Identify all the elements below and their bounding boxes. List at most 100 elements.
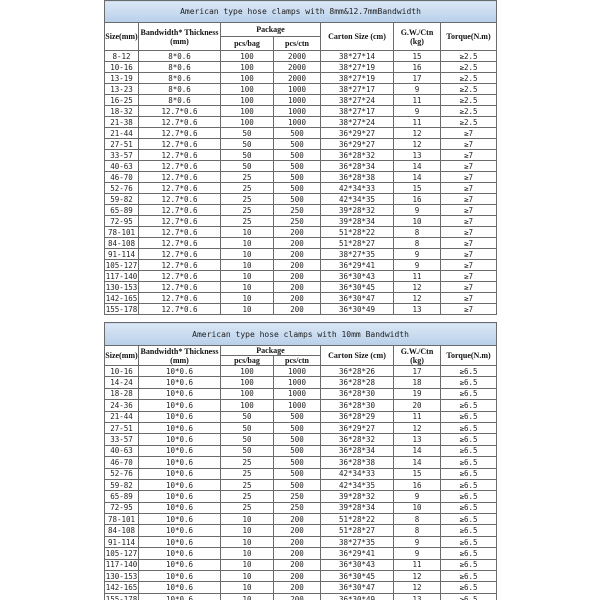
cell: 38*27*35: [320, 535, 394, 549]
cell: 200: [273, 547, 321, 560]
cell: 12.7*0.6: [138, 149, 221, 161]
cell: 200: [273, 581, 321, 594]
cell: 10*0.6: [138, 513, 221, 526]
cell: 12: [393, 127, 441, 139]
cell: ≥6.5: [439, 364, 498, 378]
bandwidth-header-unit: (mm): [170, 36, 189, 46]
data-row: 72-95 10*0.6 25 250 39*28*34 10 ≥6.5: [104, 501, 498, 515]
cell: 51*28*22: [320, 226, 394, 238]
cell: 9: [393, 204, 441, 216]
cell: 16: [393, 478, 441, 492]
torque-header: Torque(N.m): [439, 345, 498, 366]
cell: 142-165: [104, 581, 139, 594]
cell: 10*0.6: [138, 592, 221, 600]
carton-header: Carton Size (cm): [320, 345, 394, 366]
cell: 18-32: [104, 105, 139, 117]
cell: 500: [273, 410, 321, 423]
cell: 117-140: [104, 270, 139, 282]
cell: ≥2.5: [440, 61, 497, 73]
cell: 36*28*38: [320, 171, 394, 183]
cell: 36*28*30: [320, 387, 394, 401]
cell: ≥2.5: [440, 105, 497, 117]
cell: 17: [393, 364, 441, 378]
cell: 12.7*0.6: [138, 105, 221, 117]
cell: 19: [393, 387, 441, 401]
title-row: American type hose clamps with 10mm Band…: [103, 322, 498, 346]
bandwidth-header-unit: (mm): [170, 355, 189, 365]
cell: 36*30*45: [320, 570, 394, 583]
cell: 200: [273, 535, 321, 549]
cell: 12.7*0.6: [138, 116, 221, 128]
cell: ≥7: [440, 182, 497, 194]
cell: 25: [220, 467, 274, 480]
gw-header: G.W./Ctn (kg): [393, 345, 441, 366]
cell: 25: [220, 490, 274, 503]
cell: 36*28*32: [320, 433, 394, 446]
cell: ≥6.5: [439, 410, 498, 423]
pcs-bag-header: pcs/bag: [220, 36, 274, 51]
cell: ≥6.5: [439, 387, 498, 401]
cell: ≥6.5: [439, 421, 498, 435]
cell: ≥6.5: [439, 592, 498, 600]
cell: 10: [220, 259, 274, 271]
cell: 14: [393, 456, 441, 469]
cell: 200: [273, 248, 321, 260]
cell: 36*29*41: [320, 547, 394, 560]
cell: 12.7*0.6: [138, 215, 221, 227]
data-row: 142-165 12.7*0.6 10 200 36*30*47 12 ≥7: [104, 292, 497, 304]
cell: 24-36: [104, 399, 139, 412]
cell: 36*28*32: [320, 149, 394, 161]
cell: 10*0.6: [138, 570, 221, 583]
cell: ≥6.5: [439, 501, 498, 515]
data-row: 59-82 10*0.6 25 500 42*34*35 16 ≥6.5: [104, 478, 498, 492]
gw-header-unit: (kg): [410, 36, 424, 46]
cell: 10: [220, 292, 274, 304]
cell: 36*28*26: [320, 364, 394, 378]
cell: ≥6.5: [439, 558, 498, 572]
cell: 21-38: [104, 116, 139, 128]
data-row: 65-89 12.7*0.6 25 250 39*28*32 9 ≥7: [104, 204, 497, 216]
cell: 12.7*0.6: [138, 259, 221, 271]
cell: 500: [273, 478, 321, 492]
cell: 10*0.6: [138, 364, 221, 378]
cell: 9: [393, 83, 441, 95]
cell: 12.7*0.6: [138, 160, 221, 172]
data-row: 59-82 12.7*0.6 25 500 42*34*35 16 ≥7: [104, 193, 497, 205]
cell: 25: [220, 171, 274, 183]
data-row: 84-108 10*0.6 10 200 51*28*27 8 ≥6.5: [104, 524, 498, 537]
cell: 12: [393, 581, 441, 594]
cell: 12.7*0.6: [138, 281, 221, 293]
cell: 500: [273, 138, 321, 150]
cell: ≥6.5: [439, 570, 498, 583]
cell: ≥7: [440, 281, 497, 293]
cell: 39*28*32: [320, 204, 394, 216]
cell: 13: [393, 433, 441, 446]
cell: 38*27*24: [320, 116, 394, 128]
cell: 11: [393, 94, 441, 106]
data-row: 117-140 10*0.6 10 200 36*30*43 11 ≥6.5: [104, 558, 498, 572]
cell: 16: [393, 61, 441, 73]
cell: 36*28*28: [320, 376, 394, 389]
cell: 10*0.6: [138, 456, 221, 469]
cell: ≥7: [440, 160, 497, 172]
cell: 500: [273, 182, 321, 194]
cell: 200: [273, 292, 321, 304]
cell: 36*28*30: [320, 399, 394, 412]
cell: 1000: [273, 94, 321, 106]
cell: 100: [220, 376, 274, 389]
cell: 117-140: [104, 558, 139, 572]
cell: 10*0.6: [138, 478, 221, 492]
cell: ≥7: [440, 292, 497, 304]
cell: ≥6.5: [439, 433, 498, 446]
data-row: 46-70 12.7*0.6 25 500 36*28*38 14 ≥7: [104, 171, 497, 183]
cell: 25: [220, 204, 274, 216]
data-row: 21-44 10*0.6 50 500 36*28*29 11 ≥6.5: [104, 410, 498, 423]
cell: 200: [273, 592, 321, 600]
cell: 33-57: [104, 149, 139, 161]
cell: 27-51: [104, 421, 139, 435]
gw-header: G.W./Ctn (kg): [393, 22, 441, 51]
cell: 36*28*29: [320, 410, 394, 423]
cell: 13-19: [104, 72, 139, 84]
cell: 21-44: [104, 127, 139, 139]
cell: ≥7: [440, 270, 497, 282]
